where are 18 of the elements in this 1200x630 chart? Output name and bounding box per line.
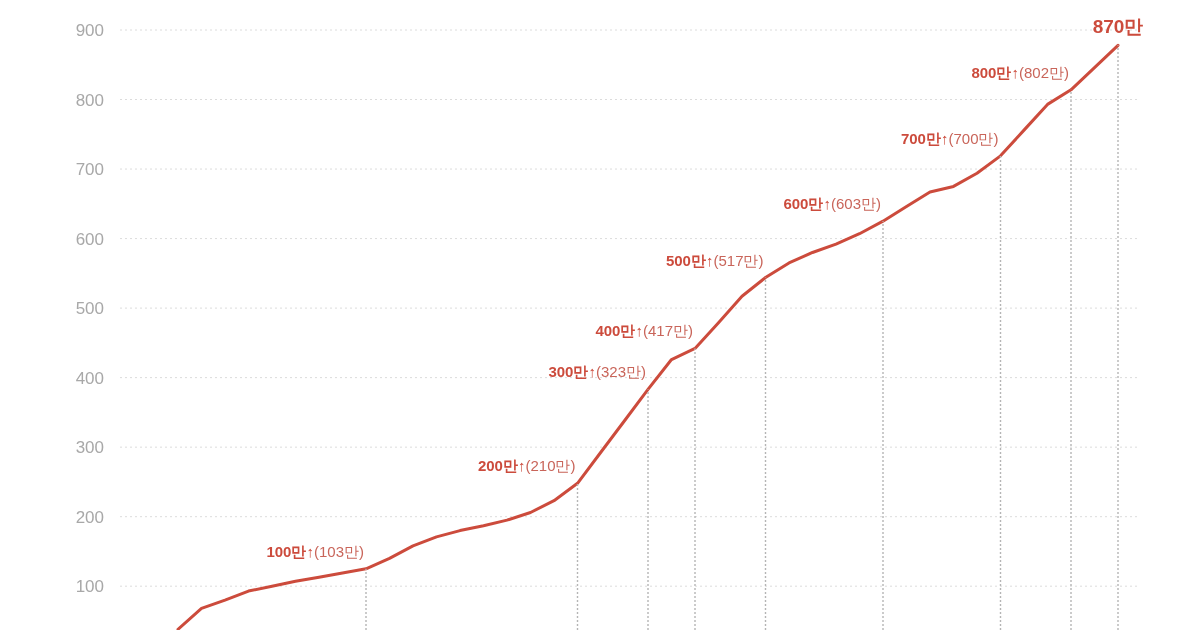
y-tick-label: 400 bbox=[75, 368, 104, 388]
annotation: 100만↑(103만) bbox=[266, 542, 364, 560]
annotation: 870만 bbox=[1092, 16, 1144, 38]
annotation: 700만↑(700만) bbox=[900, 129, 999, 147]
annotation: 500만↑(517만) bbox=[665, 251, 764, 269]
y-tick-label: 500 bbox=[75, 299, 104, 319]
y-tick-label: 100 bbox=[75, 577, 104, 597]
annotation: 600만↑(603만) bbox=[783, 195, 881, 213]
annotation: 200만↑(210만) bbox=[477, 457, 576, 475]
y-tick-label: 700 bbox=[75, 160, 104, 180]
y-tick-label: 300 bbox=[75, 438, 104, 458]
y-tick-label: 600 bbox=[75, 229, 104, 249]
y-tick-label: 200 bbox=[75, 507, 104, 527]
y-tick-label: 900 bbox=[75, 21, 104, 40]
y-tick-label: 800 bbox=[75, 90, 104, 110]
annotation: 300만↑(323만) bbox=[548, 363, 646, 381]
annotation: 800만↑(802만) bbox=[971, 63, 1069, 81]
annotation: 400만↑(417만) bbox=[595, 322, 693, 340]
